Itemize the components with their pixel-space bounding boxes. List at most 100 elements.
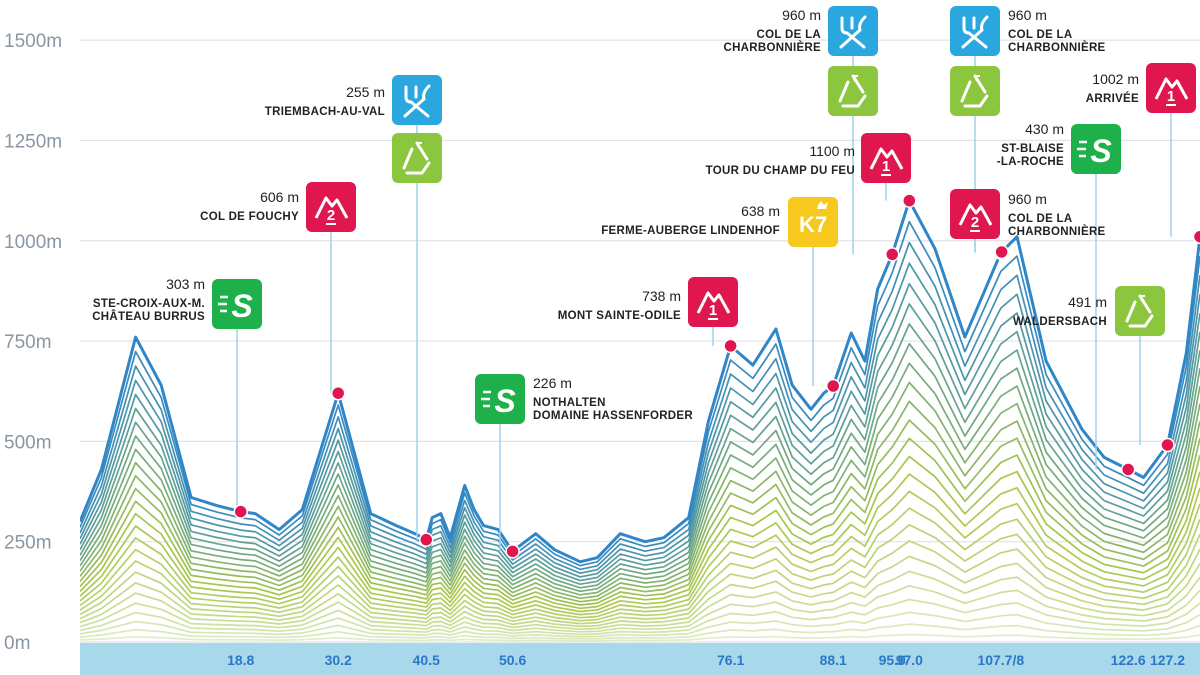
- y-tick-label: 250m: [4, 533, 52, 554]
- elevation-ridge-line: [80, 584, 1200, 633]
- y-axis: 0m 250m 500m 750m 1000m 1250m 1500m: [4, 31, 62, 654]
- feed-zone-icon: [950, 6, 1000, 56]
- bonus-sprint-icon: K7: [788, 197, 838, 247]
- icon-box: [950, 66, 1000, 116]
- climb-category-label: 2: [327, 207, 335, 224]
- elevation-ridge-line: [80, 473, 1200, 613]
- elevation-ridges: [80, 199, 1200, 642]
- sprint-icon: S: [475, 374, 525, 424]
- elevation-ridge-line: [80, 611, 1200, 638]
- x-tick-label: 18.8: [227, 652, 254, 668]
- marker-altitude-label: 1002 m: [1092, 71, 1139, 87]
- elevation-ridge-line: [80, 199, 1200, 564]
- y-tick-label: 1250m: [4, 131, 62, 152]
- elevation-ridge-line: [80, 490, 1200, 616]
- marker-dot: [884, 247, 900, 262]
- x-tick-label: 107.7/8: [977, 652, 1024, 668]
- y-tick-label: 1000m: [4, 232, 62, 253]
- marker-altitude-label: 606 m: [260, 189, 299, 205]
- elevation-ridge-line: [80, 362, 1200, 593]
- waste-zone-icon: [950, 66, 1000, 116]
- icon-box: [392, 133, 442, 183]
- elevation-ridge-line: [80, 400, 1200, 600]
- climb-category-icon: 2: [950, 189, 1000, 239]
- marker-dot: [1160, 437, 1175, 453]
- elevation-ridge-line: [80, 507, 1200, 619]
- elevation-ridge-line: [80, 455, 1200, 610]
- recycle-arrowhead: [852, 75, 858, 82]
- climb-category-icon: 1: [861, 133, 911, 183]
- marker-place-name: COL DE LA: [1008, 29, 1072, 41]
- knife-shape: [839, 15, 867, 49]
- climb-category-label: 1: [709, 302, 717, 319]
- marker-altitude-label: 960 m: [1008, 7, 1047, 23]
- marker-labels: 303 m STE-CROIX-AUX-M.CHÂTEAU BURRUS 606 m…: [92, 7, 1139, 422]
- icon-box: [212, 279, 262, 329]
- crown-shape: [817, 201, 828, 209]
- elevation-ridge-line: [80, 523, 1200, 622]
- icon-box: [392, 75, 442, 125]
- recycle-arrowhead: [1139, 295, 1145, 302]
- y-tick-label: 1500m: [4, 31, 62, 52]
- marker-dot: [994, 244, 1009, 260]
- marker-place-name: ARRIVÉE: [1086, 92, 1139, 105]
- marker-altitude-label: 303 m: [166, 276, 205, 292]
- recycle-arrowhead: [416, 142, 422, 149]
- elevation-ridge-line: [80, 262, 1200, 575]
- marker-dot: [1120, 462, 1136, 477]
- x-tick-label: 88.1: [820, 652, 847, 668]
- fork-shape: [404, 85, 430, 118]
- x-tick-label: 30.2: [325, 652, 352, 668]
- elevation-ridge-line: [80, 437, 1200, 606]
- climb-category-icon: 2: [306, 182, 356, 232]
- marker-dot: [233, 504, 248, 519]
- marker-altitude-label: 1100 m: [809, 143, 855, 159]
- marker-icons: S 2 S 1 K7 1 2 S 1: [212, 6, 1196, 424]
- elevation-ridge-line: [80, 598, 1200, 636]
- mountain-shape: [869, 147, 904, 170]
- marker-altitude-label: 430 m: [1025, 121, 1064, 137]
- x-tick-label: 95.0: [879, 652, 906, 668]
- elevation-ridge-line: [80, 570, 1200, 631]
- y-tick-label: 500m: [4, 432, 52, 453]
- icon-box: [1071, 124, 1121, 174]
- icon-box: [788, 197, 838, 247]
- marker-altitude-label: 255 m: [346, 84, 385, 100]
- knife-shape: [961, 15, 989, 49]
- x-axis-band: [80, 643, 1200, 675]
- icon-box: [1115, 286, 1165, 336]
- marker-altitude-label: 960 m: [1008, 191, 1047, 207]
- sprint-label: S: [1090, 133, 1112, 169]
- marker-place-name: CHARBONNIÈRE: [1008, 225, 1106, 238]
- mountain-shape: [314, 196, 349, 219]
- elevation-ridge-line: [80, 540, 1200, 625]
- icon-box: [950, 6, 1000, 56]
- feed-zone-icon: [392, 75, 442, 125]
- mountain-shape: [696, 291, 731, 314]
- x-tick-label: 97.0: [896, 652, 923, 668]
- elevation-ridge-line: [80, 282, 1200, 578]
- marker-place-name: TRIEMBACH-AU-VAL: [265, 106, 385, 118]
- marker-place-name: COL DE LA: [757, 29, 821, 41]
- elevation-ridge-line: [80, 220, 1200, 567]
- x-tick-label: 76.1: [717, 652, 744, 668]
- marker-place-name: COL DE LA: [1008, 213, 1072, 225]
- marker-place-name: TOUR DU CHAMP DU FEU: [706, 165, 855, 177]
- x-tick-label: 50.6: [499, 652, 526, 668]
- elevation-ridge-line: [80, 241, 1200, 571]
- mountain-shape: [1154, 77, 1189, 100]
- waste-zone-icon: [392, 133, 442, 183]
- sprint-icon: S: [212, 279, 262, 329]
- marker-points: [233, 193, 1200, 559]
- climb-category-icon: 1: [688, 277, 738, 327]
- sprint-label: S: [231, 288, 253, 324]
- mountain-shape: [958, 203, 993, 226]
- recycle-arrowhead: [974, 75, 980, 82]
- sprint-label: S: [494, 383, 516, 419]
- marker-place-name: FERME-AUBERGE LINDENHOF: [601, 225, 780, 237]
- climb-category-label: 1: [882, 158, 890, 175]
- x-tick-label: 122.6: [1111, 652, 1146, 668]
- elevation-ridge-line: [80, 623, 1200, 640]
- marker-altitude-label: 491 m: [1068, 294, 1107, 310]
- marker-place-name: MONT SAINTE-ODILE: [558, 310, 681, 322]
